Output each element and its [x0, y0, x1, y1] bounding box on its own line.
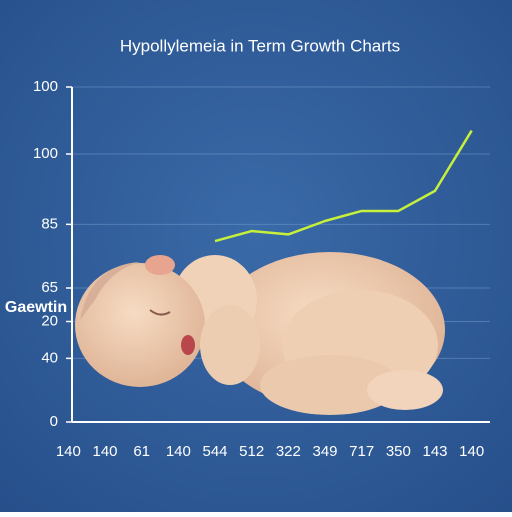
y-tick-label: 100 [33, 78, 58, 95]
y-tick-label: 40 [41, 349, 58, 366]
y-tick-label: 85 [41, 215, 58, 232]
x-tick-label: 322 [276, 443, 301, 460]
x-tick-label: 140 [459, 443, 484, 460]
y-tick-label: 0 [50, 413, 58, 430]
x-tick-label: 350 [386, 443, 411, 460]
x-tick-label: 349 [312, 443, 337, 460]
x-tick-label: 544 [202, 443, 227, 460]
baby-illustration [75, 252, 445, 415]
x-tick-label: 140 [56, 443, 81, 460]
x-tick-label: 61 [133, 443, 150, 460]
series-line [214, 129, 473, 243]
y-tick-label: 65 [41, 279, 58, 296]
chart-title: Hypollylemeia in Term Growth Charts [120, 36, 400, 55]
y-tick-label: 100 [33, 145, 58, 162]
y-axis-label: Gaewtin [5, 299, 67, 316]
x-tick-label: 140 [92, 443, 117, 460]
x-tick-label: 143 [422, 443, 447, 460]
x-tick-label: 512 [239, 443, 264, 460]
x-tick-label: 717 [349, 443, 374, 460]
x-tick-label: 140 [166, 443, 191, 460]
y-tick-label: 20 [41, 312, 58, 329]
